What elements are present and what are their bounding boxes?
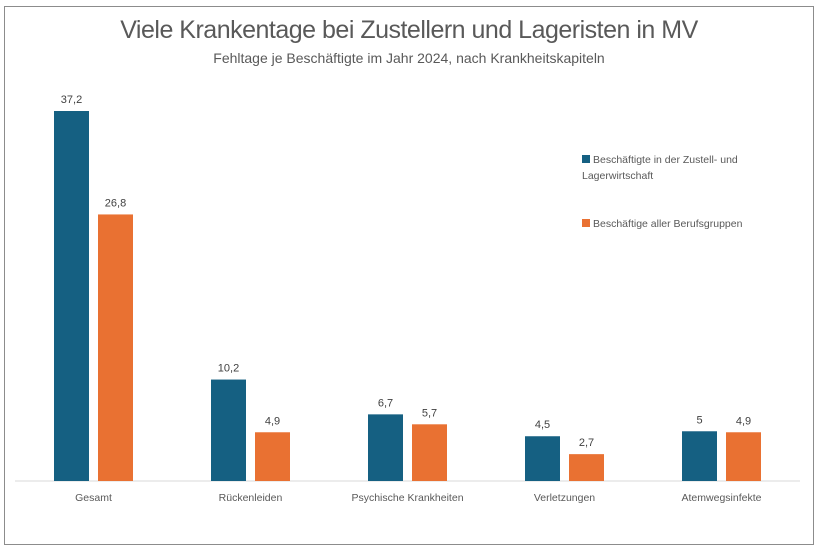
bar-2-4 (726, 432, 761, 481)
data-label: 10,2 (218, 363, 239, 375)
bar-1-3 (525, 436, 560, 481)
category-label: Psychische Krankheiten (351, 492, 463, 504)
category-label: Gesamt (75, 492, 112, 504)
legend-label: Beschäftigte in der Zustell- und Lagerwi… (582, 154, 738, 182)
data-label: 4,5 (535, 419, 550, 431)
bar-2-0 (98, 214, 133, 481)
legend-item-series-2: Beschäftige aller Berufsgruppen (582, 216, 772, 232)
data-label: 6,7 (378, 397, 393, 409)
legend-swatch (582, 155, 590, 163)
legend-label: Beschäftige aller Berufsgruppen (593, 218, 743, 230)
legend-item-series-1: Beschäftigte in der Zustell- und Lagerwi… (582, 152, 772, 184)
data-label: 5,7 (422, 407, 437, 419)
bar-1-2 (368, 414, 403, 481)
data-label: 26,8 (105, 197, 126, 209)
bar-1-1 (211, 379, 246, 481)
data-label: 5 (696, 414, 702, 426)
chart-area[interactable] (4, 6, 814, 545)
data-label: 4,9 (265, 415, 280, 427)
category-label: Atemwegsinfekte (682, 492, 762, 504)
chart-subtitle: Fehltage je Beschäftigte im Jahr 2024, n… (213, 50, 605, 66)
data-label: 37,2 (61, 94, 82, 106)
category-label: Rückenleiden (219, 492, 283, 504)
bar-2-1 (255, 432, 290, 481)
bar-2-2 (412, 424, 447, 481)
bar-1-4 (682, 431, 717, 481)
data-label: 4,9 (736, 415, 751, 427)
chart-title: Viele Krankentage bei Zustellern und Lag… (120, 16, 698, 44)
bar-2-3 (569, 454, 604, 481)
data-label: 2,7 (579, 437, 594, 449)
category-label: Verletzungen (534, 492, 595, 504)
bar-1-0 (54, 111, 89, 481)
legend-swatch (582, 219, 590, 227)
